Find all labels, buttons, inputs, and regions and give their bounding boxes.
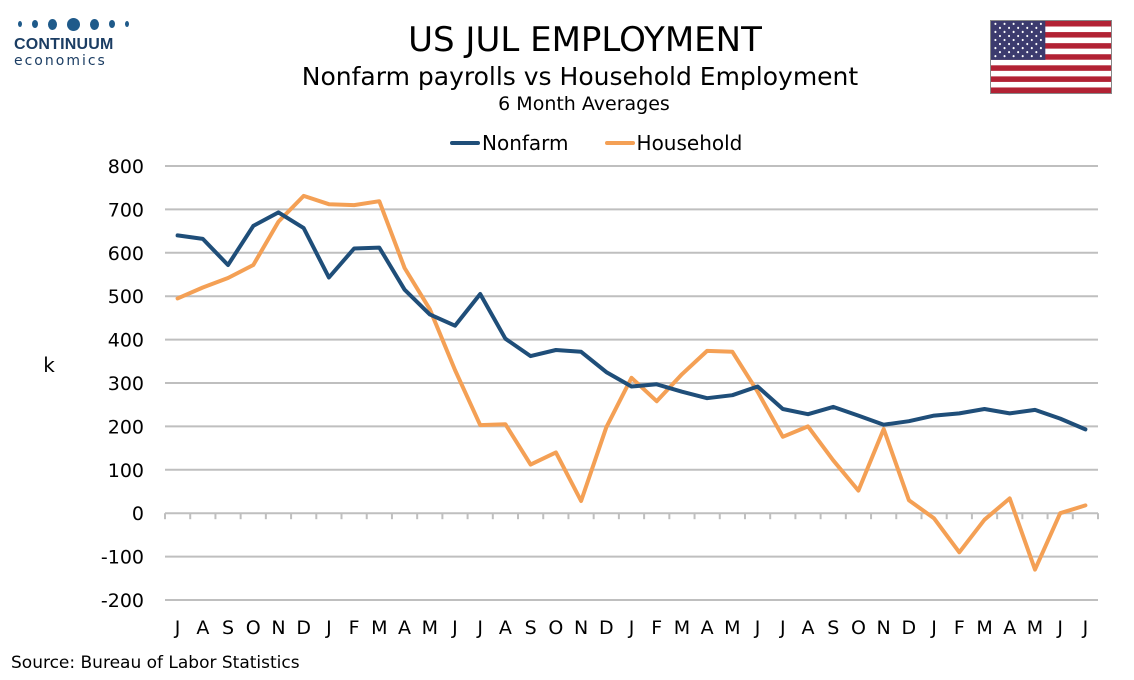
x-tick-label: D <box>296 617 311 639</box>
x-tick-label: S <box>222 617 234 639</box>
legend-item-nonfarm: Nonfarm <box>450 131 569 155</box>
x-tick-label: F <box>651 617 662 639</box>
x-tick-label: A <box>398 617 411 639</box>
x-tick-label: A <box>802 617 815 639</box>
y-tick-label: 300 <box>108 373 144 395</box>
x-tick-label: A <box>499 617 512 639</box>
nonfarm-line <box>175 210 1088 432</box>
logo-sub: economics <box>14 53 107 69</box>
x-tick-label: J <box>1082 617 1089 639</box>
x-tick-label: J <box>1056 617 1063 639</box>
x-tick-label: N <box>877 617 891 639</box>
x-tick-label: J <box>325 617 332 639</box>
x-tick-label: O <box>851 617 866 639</box>
x-tick-label: D <box>599 617 614 639</box>
x-tick-label: S <box>827 617 839 639</box>
x-tick-label: F <box>954 617 965 639</box>
y-tick-label: 0 <box>132 503 144 525</box>
logo-name: CONTINUUM <box>14 36 114 53</box>
y-tick-label: 800 <box>108 156 144 178</box>
x-tick-label: F <box>349 617 360 639</box>
x-tick-label: M <box>674 617 690 639</box>
continuum-logo: CONTINUUM economics <box>14 14 134 69</box>
y-tick-label: 400 <box>108 330 144 352</box>
x-tick-label: A <box>1003 617 1016 639</box>
y-tick-label: 600 <box>108 243 144 265</box>
x-tick-label: M <box>976 617 992 639</box>
x-tick-label: J <box>930 617 937 639</box>
x-tick-label: A <box>196 617 209 639</box>
us-flag-icon <box>990 20 1112 94</box>
y-axis-label: k <box>43 353 55 377</box>
legend-swatch-household <box>604 141 635 145</box>
y-tick-label: 500 <box>108 286 144 308</box>
x-tick-label: J <box>754 617 761 639</box>
x-tick-label: J <box>451 617 458 639</box>
x-tick-label: J <box>779 617 786 639</box>
x-tick-label: M <box>1027 617 1043 639</box>
x-tick-label: M <box>724 617 740 639</box>
x-tick-label: N <box>271 617 285 639</box>
y-tick-label: 100 <box>108 460 144 482</box>
logo-dots-icon <box>18 14 134 34</box>
x-tick-label: J <box>174 617 181 639</box>
x-tick-label: O <box>246 617 261 639</box>
x-tick-label: D <box>902 617 917 639</box>
chart-title: US JUL EMPLOYMENT <box>408 20 762 60</box>
x-tick-label: O <box>548 617 563 639</box>
chart-legend: Nonfarm Household <box>450 131 778 155</box>
legend-item-household: Household <box>604 131 743 155</box>
x-tick-label: M <box>422 617 438 639</box>
x-tick-label: N <box>574 617 588 639</box>
x-tick-label: J <box>628 617 635 639</box>
y-tick-label: 700 <box>108 199 144 221</box>
legend-swatch-nonfarm <box>450 141 480 145</box>
x-tick-label: M <box>371 617 387 639</box>
y-tick-label: 200 <box>108 416 144 438</box>
y-tick-label: -200 <box>101 590 144 612</box>
x-tick-label: J <box>476 617 483 639</box>
legend-label-nonfarm: Nonfarm <box>482 131 569 155</box>
chart-subtitle-averages: 6 Month Averages <box>498 93 670 115</box>
x-tick-label: S <box>525 617 537 639</box>
y-tick-label: -100 <box>101 547 144 569</box>
source-note: Source: Bureau of Labor Statistics <box>11 653 300 673</box>
chart-subtitle: Nonfarm payrolls vs Household Employment <box>301 62 859 91</box>
x-tick-label: A <box>701 617 714 639</box>
legend-label-household: Household <box>636 131 743 155</box>
